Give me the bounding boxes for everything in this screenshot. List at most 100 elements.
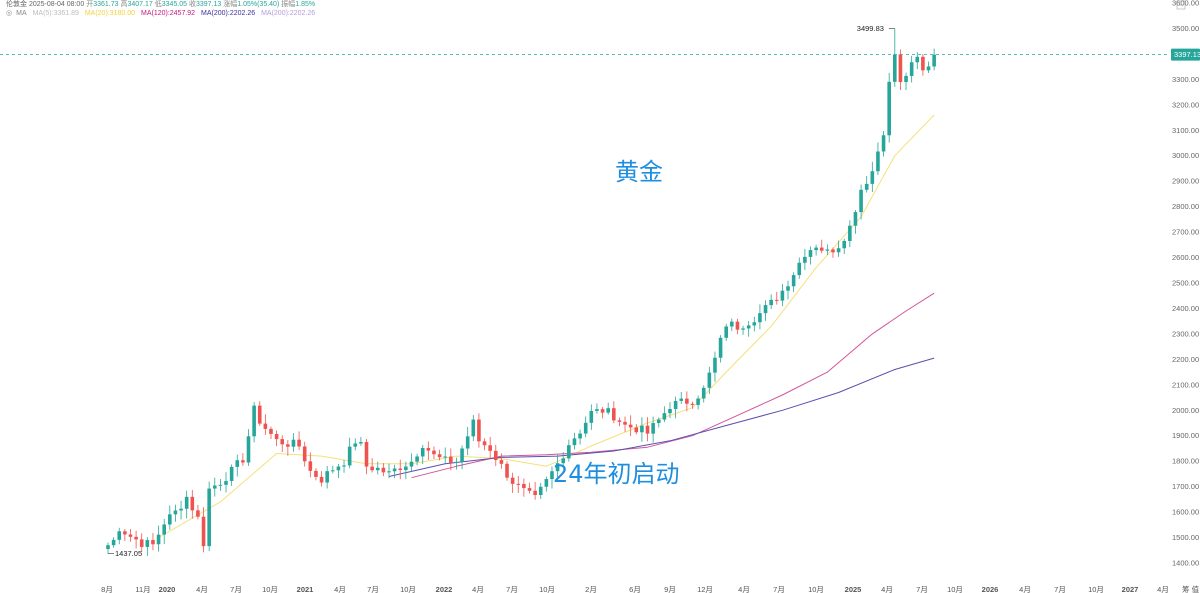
- candle-body: [612, 408, 616, 421]
- candle-body: [578, 433, 582, 439]
- x-tick-label: 11月: [135, 585, 150, 593]
- candle: [493, 444, 498, 467]
- candle: [229, 464, 234, 486]
- candle-body: [735, 321, 740, 330]
- y-tick-label: 3500.00: [1172, 24, 1199, 33]
- candle-body: [842, 240, 847, 249]
- candle-body: [645, 425, 650, 434]
- candle: [724, 323, 728, 341]
- candle: [567, 439, 571, 462]
- candle-body: [342, 465, 346, 467]
- candle-body: [432, 450, 436, 455]
- y-tick-label: 3000.00: [1172, 151, 1199, 160]
- candle: [685, 391, 689, 412]
- candle-body: [808, 250, 813, 257]
- candle: [730, 318, 734, 332]
- last-price-badge: [1171, 48, 1200, 61]
- candle: [212, 477, 217, 497]
- candle-body: [117, 531, 122, 540]
- max-price-label: 3499.83: [857, 24, 884, 33]
- y-tick-label: 3100.00: [1172, 126, 1199, 135]
- ma-line-ma200: [388, 357, 935, 477]
- candle: [651, 416, 655, 443]
- candle: [460, 445, 464, 470]
- close-value: 3397.13: [195, 1, 222, 8]
- candle-body: [269, 428, 273, 434]
- candle: [443, 447, 447, 464]
- close-label: 收: [188, 1, 196, 8]
- candle: [286, 439, 290, 456]
- candle-body: [561, 458, 566, 464]
- y-tick-label: 1900.00: [1172, 431, 1199, 440]
- eye-icon[interactable]: ◎: [6, 10, 13, 17]
- ma-label: MA: [16, 10, 27, 17]
- candle-body: [797, 262, 802, 276]
- high-label: 高: [120, 1, 128, 8]
- candle-body: [718, 337, 723, 358]
- launch-annotation: 24年初启动: [553, 460, 680, 488]
- candle-body: [437, 454, 442, 458]
- x-tick-label: 10月: [262, 585, 278, 593]
- candle: [224, 472, 228, 493]
- candle: [364, 438, 369, 475]
- candle: [752, 316, 757, 332]
- candle: [510, 472, 515, 493]
- candle-body: [533, 490, 537, 496]
- low-value: 3345.05: [161, 1, 188, 8]
- candle-body: [876, 151, 880, 172]
- candle-body: [741, 328, 745, 330]
- candle: [347, 437, 352, 469]
- x-tick-label: 7月: [367, 585, 379, 593]
- candle: [915, 52, 920, 70]
- y-tick-label: 2400.00: [1172, 304, 1199, 313]
- candle: [145, 537, 150, 556]
- candle: [870, 161, 875, 193]
- candle-body: [668, 408, 672, 414]
- candle: [864, 176, 869, 193]
- candle-body: [319, 476, 324, 483]
- chart-title: 黄金: [615, 158, 663, 186]
- candle-body: [819, 247, 824, 251]
- candle: [257, 401, 262, 426]
- y-tick-label: 2000.00: [1172, 406, 1199, 415]
- candle: [881, 130, 886, 157]
- candle-body: [606, 408, 610, 413]
- candle: [808, 246, 813, 265]
- candle-body: [190, 496, 195, 511]
- chart-settings-icon[interactable]: [1176, 0, 1186, 10]
- candle-body: [623, 421, 627, 425]
- candle: [252, 402, 256, 443]
- candle: [308, 452, 313, 478]
- x-tick-label: 2026: [982, 585, 999, 593]
- x-tick-label: 4月: [738, 585, 750, 593]
- candle: [825, 244, 830, 255]
- x-tick-label: 4月: [334, 585, 346, 593]
- ma-item-4: MA(200):2202.26: [261, 10, 316, 17]
- x-tick-label: 7月: [506, 585, 518, 593]
- candle-body: [224, 481, 228, 485]
- candle-body: [758, 313, 762, 323]
- candle-body: [522, 483, 526, 489]
- candle-body: [730, 321, 734, 327]
- x-tick-label: 2027: [1122, 585, 1139, 593]
- bar-datetime: 2025-08-04 08:00: [28, 1, 85, 8]
- candle: [600, 407, 605, 419]
- candle: [848, 220, 852, 248]
- candle-body: [482, 441, 487, 446]
- candle-body: [634, 427, 639, 433]
- low-label: 低: [154, 1, 162, 8]
- candle: [263, 414, 268, 435]
- candle: [505, 461, 509, 481]
- y-tick-label: 1600.00: [1172, 508, 1199, 517]
- candle: [246, 429, 251, 466]
- candle: [415, 453, 419, 466]
- x-tick-label: 2025: [845, 585, 862, 593]
- candle: [909, 55, 914, 83]
- candle: [398, 459, 403, 480]
- x-tick-label: 9月: [664, 585, 676, 593]
- candle: [606, 402, 610, 415]
- candle-body: [864, 183, 869, 190]
- candle: [128, 529, 133, 542]
- candle: [589, 404, 594, 430]
